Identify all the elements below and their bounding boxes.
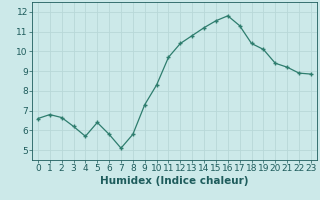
X-axis label: Humidex (Indice chaleur): Humidex (Indice chaleur) [100,176,249,186]
